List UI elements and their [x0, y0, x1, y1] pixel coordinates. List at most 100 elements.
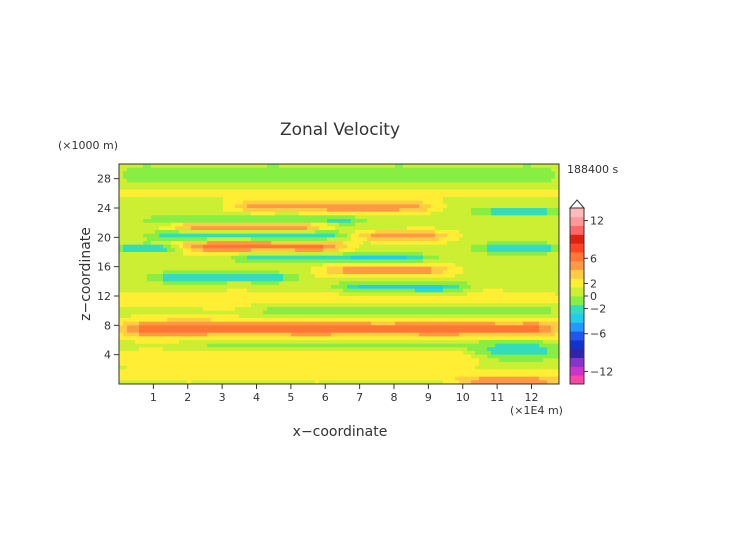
field-cell — [387, 226, 392, 231]
field-cell — [131, 336, 136, 341]
field-cell — [259, 259, 264, 264]
field-cell — [335, 270, 340, 275]
field-cell — [375, 347, 380, 352]
field-cell — [375, 336, 380, 341]
field-cell — [407, 233, 412, 238]
field-cell — [295, 226, 300, 231]
field-cell — [383, 281, 388, 286]
field-cell — [139, 362, 144, 367]
field-cell — [363, 270, 368, 275]
field-cell — [387, 332, 392, 337]
field-cell — [163, 310, 168, 315]
field-cell — [151, 248, 156, 253]
field-cell — [371, 211, 376, 216]
field-cell — [175, 285, 180, 290]
field-cell — [415, 325, 420, 330]
field-cell — [307, 373, 312, 378]
field-cell — [375, 362, 380, 367]
field-cell — [259, 310, 264, 315]
field-cell — [211, 204, 216, 209]
field-cell — [415, 358, 420, 363]
field-cell — [175, 288, 180, 293]
field-cell — [223, 340, 228, 345]
field-cell — [331, 204, 336, 209]
field-cell — [327, 200, 332, 205]
field-cell — [195, 380, 200, 385]
field-cell — [391, 200, 396, 205]
field-cell — [431, 233, 436, 238]
field-cell — [351, 233, 356, 238]
field-cell — [183, 376, 188, 381]
field-cell — [291, 288, 296, 293]
field-cell — [447, 259, 452, 264]
field-cell — [227, 296, 232, 301]
field-cell — [355, 329, 360, 334]
field-cell — [375, 164, 380, 169]
field-cell — [315, 244, 320, 249]
field-cell — [151, 222, 156, 227]
field-cell — [375, 329, 380, 334]
field-cell — [419, 365, 424, 370]
field-cell — [283, 340, 288, 345]
field-cell — [223, 186, 228, 191]
field-cell — [215, 244, 220, 249]
field-cell — [331, 340, 336, 345]
field-cell — [315, 373, 320, 378]
field-cell — [307, 241, 312, 246]
field-cell — [131, 270, 136, 275]
field-cell — [379, 358, 384, 363]
field-cell — [147, 259, 152, 264]
field-cell — [443, 259, 448, 264]
field-cell — [255, 215, 260, 220]
field-cell — [263, 255, 268, 260]
field-cell — [283, 277, 288, 282]
field-cell — [419, 255, 424, 260]
field-cell — [291, 241, 296, 246]
field-cell — [287, 281, 292, 286]
field-cell — [415, 252, 420, 257]
field-cell — [387, 358, 392, 363]
field-cell — [395, 211, 400, 216]
field-cell — [283, 171, 288, 176]
field-cell — [199, 318, 204, 323]
field-cell — [179, 167, 184, 172]
field-cell — [227, 189, 232, 194]
field-cell — [151, 252, 156, 257]
field-cell — [359, 189, 364, 194]
field-cell — [175, 164, 180, 169]
field-cell — [419, 296, 424, 301]
field-cell — [419, 204, 424, 209]
field-cell — [447, 362, 452, 367]
field-cell — [283, 211, 288, 216]
field-cell — [135, 318, 140, 323]
field-cell — [259, 336, 264, 341]
field-cell — [231, 175, 236, 180]
field-cell — [347, 222, 352, 227]
field-cell — [291, 332, 296, 337]
field-cell — [219, 325, 224, 330]
field-cell — [207, 244, 212, 249]
field-cell — [291, 307, 296, 312]
field-cell — [147, 230, 152, 235]
field-cell — [235, 369, 240, 374]
field-cell — [327, 171, 332, 176]
field-cell — [199, 248, 204, 253]
field-cell — [351, 219, 356, 224]
field-cell — [135, 204, 140, 209]
field-cell — [151, 219, 156, 224]
field-cell — [451, 200, 456, 205]
field-cell — [119, 171, 124, 176]
field-cell — [447, 351, 452, 356]
field-cell — [227, 204, 232, 209]
field-cell — [219, 318, 224, 323]
field-cell — [235, 325, 240, 330]
field-cell — [335, 259, 340, 264]
field-cell — [423, 175, 428, 180]
field-cell — [315, 343, 320, 348]
field-cell — [295, 182, 300, 187]
field-cell — [391, 244, 396, 249]
field-cell — [243, 343, 248, 348]
field-cell — [215, 354, 220, 359]
field-cell — [383, 343, 388, 348]
field-cell — [283, 325, 288, 330]
